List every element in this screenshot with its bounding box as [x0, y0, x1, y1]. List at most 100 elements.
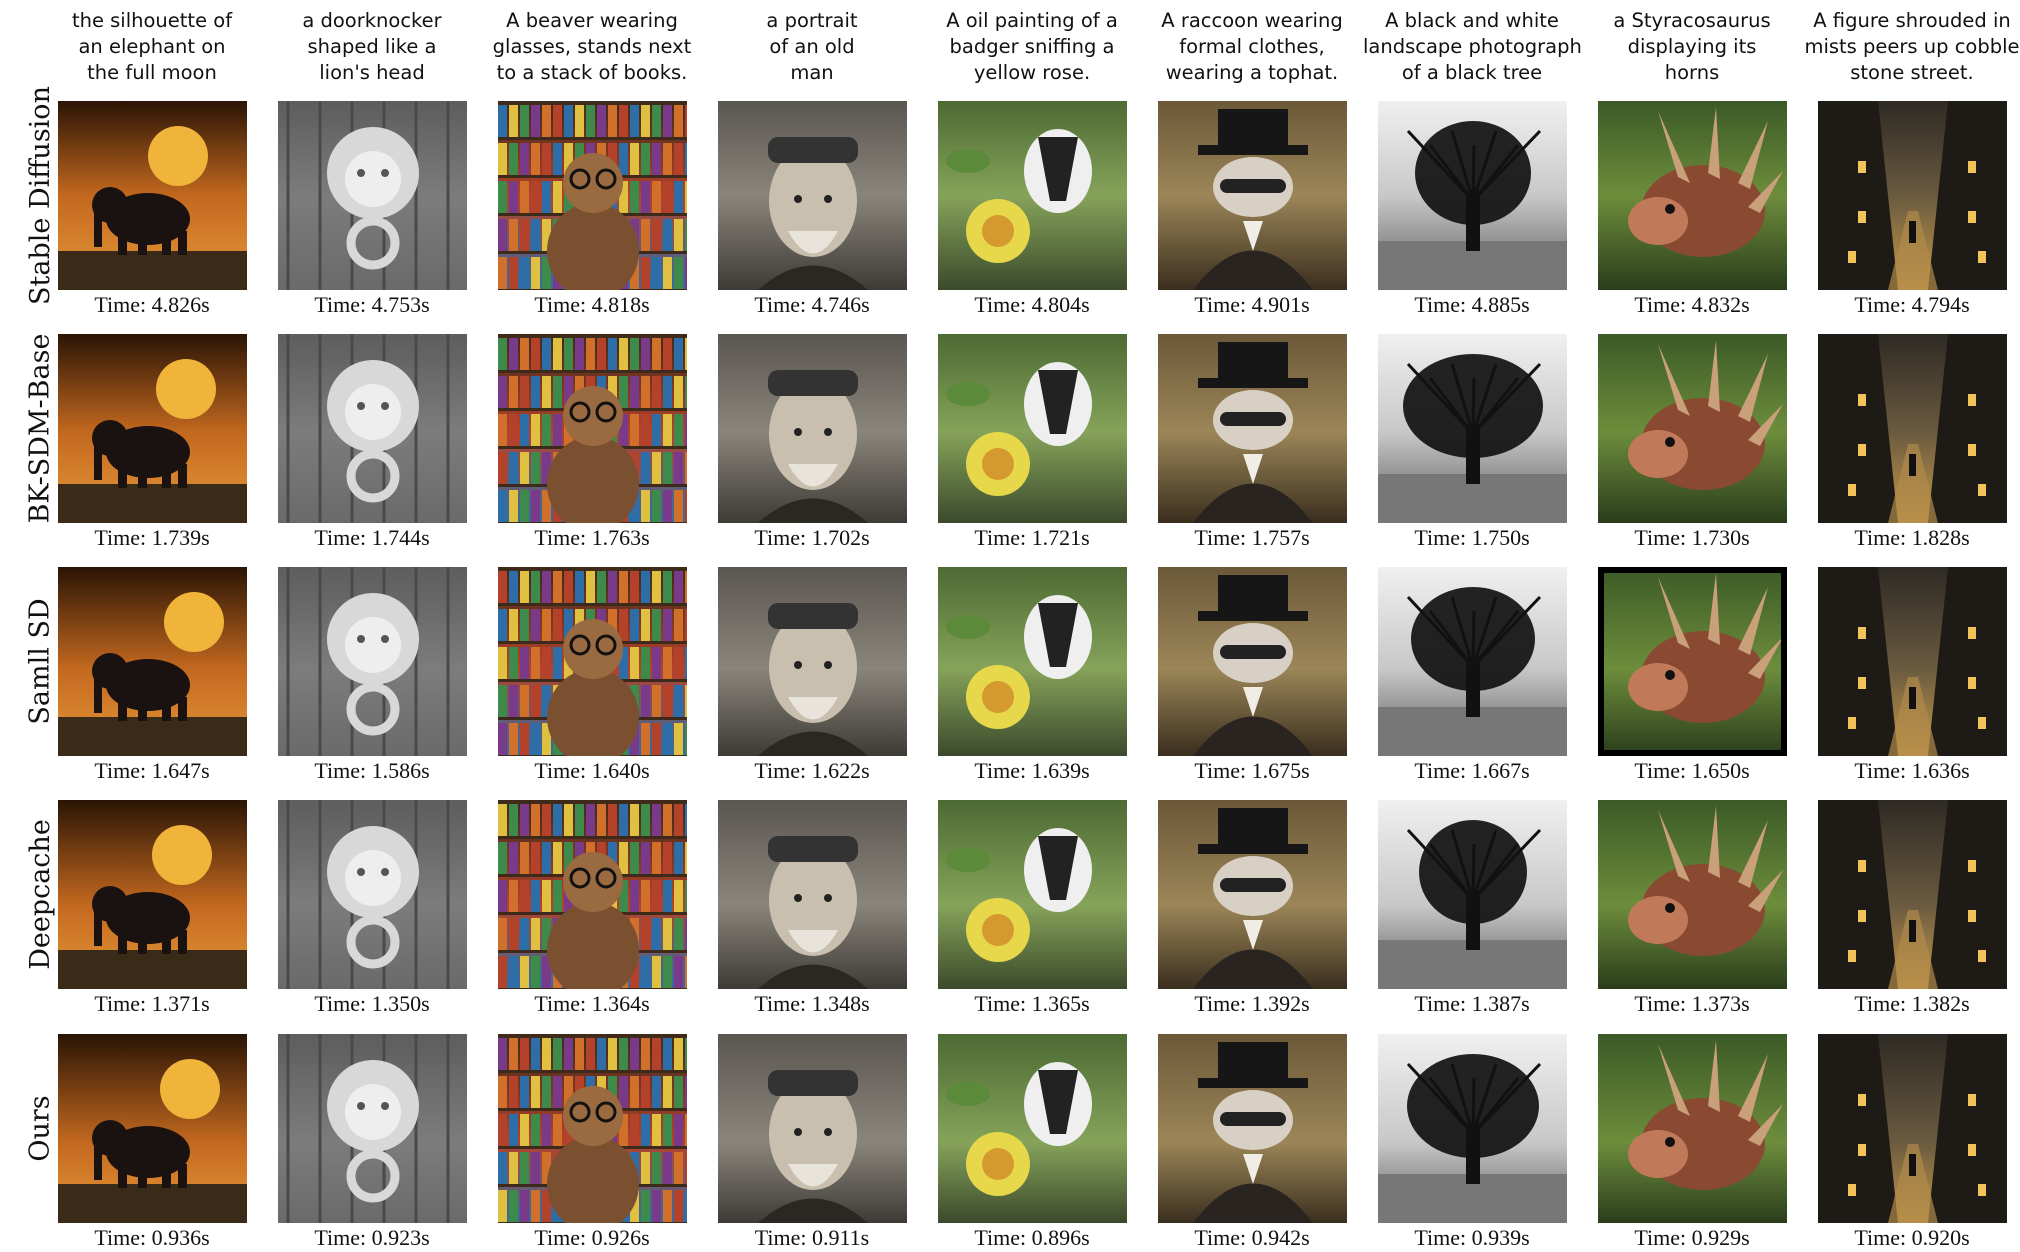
column-prompt-7: A black and white landscape photograph of …	[1363, 8, 1582, 86]
row-label-5: Ours	[20, 1034, 60, 1223]
inference-time: Time: 1.382s	[1854, 991, 1970, 1016]
thumbnail-badger-rose-row1	[937, 101, 1127, 290]
inference-time: Time: 4.794s	[1854, 292, 1970, 317]
prompt-line: of a black tree	[1401, 61, 1543, 84]
method-name: BK-SDM-Base	[24, 333, 56, 524]
thumbnail-badger-rose-row3	[937, 567, 1127, 756]
thumbnail-styracosaurus-row1	[1597, 101, 1787, 290]
prompt-line: of an old	[769, 35, 855, 58]
thumbnail-styracosaurus-row2	[1597, 334, 1787, 523]
thumbnail-misty-street-row3	[1817, 567, 2007, 756]
prompt-line: shaped like a	[307, 35, 437, 58]
thumbnail-misty-street-row2	[1817, 334, 2007, 523]
prompt-line: to a stack of books.	[496, 61, 688, 84]
thumbnail-lion-knocker-row1	[277, 101, 467, 290]
column-prompt-2: a doorknocker shaped like a lion's head	[263, 8, 481, 86]
inference-time: Time: 4.818s	[534, 292, 650, 317]
column-prompt-1: the silhouette of an elephant on the full …	[43, 8, 261, 86]
thumbnail-beaver-books-row4	[497, 800, 687, 989]
thumbnail-old-man-row4	[717, 800, 907, 989]
prompt-line: A beaver wearing	[506, 9, 678, 32]
inference-time: Time: 1.364s	[534, 991, 650, 1016]
column-prompt-6: A raccoon wearing formal clothes, wearing …	[1143, 8, 1361, 86]
inference-time: Time: 1.702s	[754, 525, 870, 550]
thumbnail-black-tree-row5	[1377, 1034, 1567, 1223]
inference-time: Time: 1.667s	[1414, 758, 1530, 783]
inference-time: Time: 0.911s	[754, 1225, 870, 1250]
prompt-line: yellow rose.	[973, 61, 1091, 84]
inference-time: Time: 0.920s	[1854, 1225, 1970, 1250]
row-label-4: Deepcache	[20, 800, 60, 989]
prompt-line: displaying its	[1627, 35, 1757, 58]
inference-time: Time: 1.828s	[1854, 525, 1970, 550]
thumbnail-old-man-row1	[717, 101, 907, 290]
inference-time: Time: 1.365s	[974, 991, 1090, 1016]
thumbnail-lion-knocker-row3	[277, 567, 467, 756]
prompt-line: badger sniffing a	[949, 35, 1115, 58]
inference-time: Time: 1.730s	[1634, 525, 1750, 550]
inference-time: Time: 1.739s	[94, 525, 210, 550]
prompt-line: A black and white	[1385, 9, 1559, 32]
inference-time: Time: 0.939s	[1414, 1225, 1530, 1250]
prompt-line: landscape photograph	[1363, 35, 1582, 58]
inference-time: Time: 1.392s	[1194, 991, 1310, 1016]
inference-time: Time: 4.746s	[754, 292, 870, 317]
prompt-line: the full moon	[87, 61, 217, 84]
column-prompt-9: A figure shrouded in mists peers up cobbl…	[1803, 8, 2020, 86]
thumbnail-lion-knocker-row2	[277, 334, 467, 523]
inference-time: Time: 4.832s	[1634, 292, 1750, 317]
prompt-line: horns	[1664, 61, 1720, 84]
prompt-line: A raccoon wearing	[1161, 9, 1343, 32]
inference-time: Time: 1.371s	[94, 991, 210, 1016]
inference-time: Time: 0.942s	[1194, 1225, 1310, 1250]
method-name: Deepcache	[24, 819, 56, 970]
row-label-3: Samll SD	[20, 567, 60, 756]
thumbnail-lion-knocker-row4	[277, 800, 467, 989]
inference-time: Time: 1.640s	[534, 758, 650, 783]
thumbnail-elephant-moon-row4	[57, 800, 247, 989]
inference-time: Time: 1.350s	[314, 991, 430, 1016]
thumbnail-badger-rose-row2	[937, 334, 1127, 523]
thumbnail-raccoon-tophat-row4	[1157, 800, 1347, 989]
inference-time: Time: 1.757s	[1194, 525, 1310, 550]
thumbnail-styracosaurus-row4	[1597, 800, 1787, 989]
thumbnail-raccoon-tophat-row1	[1157, 101, 1347, 290]
prompt-line: a portrait	[766, 9, 858, 32]
column-prompt-4: a portrait of an old man	[703, 8, 921, 86]
row-label-1: Stable Diffusion	[20, 86, 60, 305]
inference-time: Time: 1.636s	[1854, 758, 1970, 783]
thumbnail-black-tree-row2	[1377, 334, 1567, 523]
inference-time: Time: 4.885s	[1414, 292, 1530, 317]
thumbnail-old-man-row2	[717, 334, 907, 523]
thumbnail-black-tree-row3	[1377, 567, 1567, 756]
inference-time: Time: 4.826s	[94, 292, 210, 317]
thumbnail-elephant-moon-row5	[57, 1034, 247, 1223]
prompt-line: stone street.	[1850, 61, 1974, 84]
inference-time: Time: 0.923s	[314, 1225, 430, 1250]
prompt-line: mists peers up cobble	[1804, 35, 2020, 58]
inference-time: Time: 4.901s	[1194, 292, 1310, 317]
thumbnail-beaver-books-row2	[497, 334, 687, 523]
inference-time: Time: 1.639s	[974, 758, 1090, 783]
inference-time: Time: 1.675s	[1194, 758, 1310, 783]
thumbnail-elephant-moon-row1	[57, 101, 247, 290]
inference-time: Time: 1.721s	[974, 525, 1090, 550]
inference-time: Time: 1.744s	[314, 525, 430, 550]
thumbnail-misty-street-row4	[1817, 800, 2007, 989]
thumbnail-old-man-row5	[717, 1034, 907, 1223]
thumbnail-lion-knocker-row5	[277, 1034, 467, 1223]
inference-time: Time: 1.650s	[1634, 758, 1750, 783]
thumbnail-raccoon-tophat-row2	[1157, 334, 1347, 523]
prompt-line: glasses, stands next	[492, 35, 692, 58]
inference-time: Time: 1.387s	[1414, 991, 1530, 1016]
prompt-line: wearing a tophat.	[1165, 61, 1339, 84]
thumbnail-beaver-books-row1	[497, 101, 687, 290]
method-name: Stable Diffusion	[24, 86, 56, 305]
inference-time: Time: 0.936s	[94, 1225, 210, 1250]
prompt-line: an elephant on	[78, 35, 226, 58]
inference-time: Time: 1.763s	[534, 525, 650, 550]
row-label-2: BK-SDM-Base	[20, 333, 60, 524]
inference-time: Time: 1.586s	[314, 758, 430, 783]
prompt-line: a Styracosaurus	[1613, 9, 1771, 32]
thumbnail-styracosaurus-row3	[1597, 567, 1787, 756]
